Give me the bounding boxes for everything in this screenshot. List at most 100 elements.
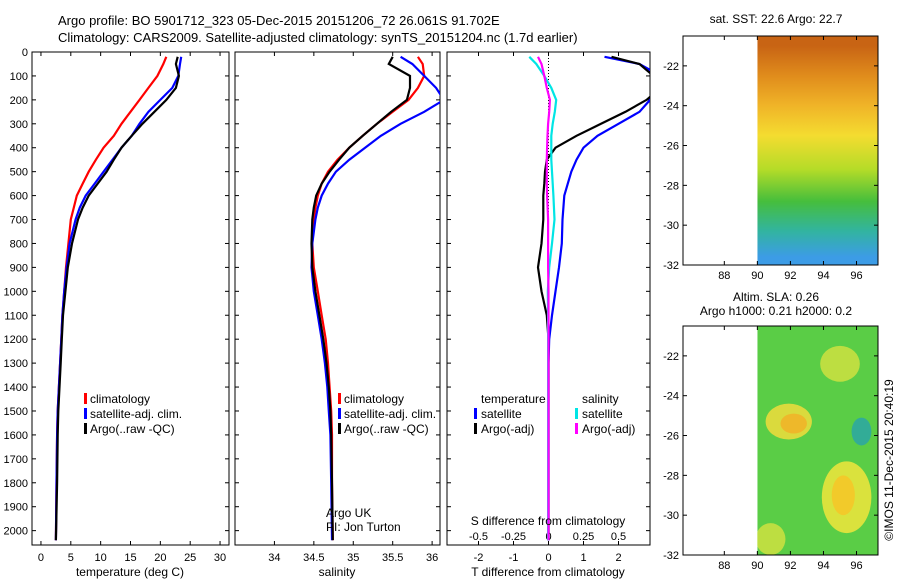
legend-label-t-argo: Argo(-adj) [481, 422, 534, 436]
legend-label-climatology: climatology [90, 392, 150, 406]
series-line-satellite-adj-clim- [310, 55, 440, 541]
depth-tick-label: 1600 [4, 430, 28, 442]
sla-anomaly [831, 475, 855, 516]
salinity-plot [310, 55, 440, 541]
legend-swatch-climatology [84, 393, 87, 404]
map-field [757, 326, 878, 555]
sla-map-axis: -22 -24 -26 -28 -30 -32 88 90 92 94 96 [663, 326, 878, 572]
depth-tick-label: 2000 [4, 526, 28, 538]
depth-tick-label: 1100 [4, 310, 28, 322]
legend-swatch-satellite [84, 408, 87, 419]
sla-anomaly [780, 413, 807, 434]
temperature-plot [54, 56, 183, 541]
x-tick-label: 35 [347, 552, 359, 564]
salinity-xlabel: salinity [319, 565, 356, 579]
lat-tick-label: -24 [663, 391, 679, 403]
lat-tick-label: -30 [663, 220, 679, 232]
salinity-legend: climatology satellite-adj. clim. Argo(..… [338, 392, 436, 436]
sst-map-axis: -22 -24 -26 -28 -30 -32 88 90 92 94 96 [663, 36, 878, 282]
depth-tick-label: 1700 [4, 454, 28, 466]
series-line-climatology [54, 56, 168, 541]
lon-tick-label: 92 [784, 270, 796, 282]
lat-tick-label: -26 [663, 431, 679, 443]
lat-tick-label: -32 [663, 550, 679, 562]
top-tick-label: -0.25 [501, 531, 526, 543]
x-tick-label: 0 [38, 552, 44, 564]
lat-tick-label: -22 [663, 351, 679, 363]
depth-tick-label: 1300 [4, 358, 28, 370]
x-tick-label: 30 [214, 552, 226, 564]
x-tick-label: 34 [268, 552, 280, 564]
series-line-argo-raw-qc- [54, 56, 181, 541]
legend-label-argo: Argo(..raw -QC) [90, 422, 175, 436]
temperature-axis: 0 5 10 15 20 25 30 [32, 51, 229, 564]
sla-anomaly [757, 523, 786, 555]
lat-tick-label: -24 [663, 101, 679, 113]
legend-swatch-satellite [338, 408, 341, 419]
lon-tick-label: 90 [751, 560, 763, 572]
x-tick-label: 15 [124, 552, 136, 564]
depth-tick-label: 400 [10, 143, 28, 155]
sst-field [757, 36, 878, 265]
sla-map-title: Altim. SLA: 0.26 [733, 290, 819, 304]
x-tick-label: 20 [154, 552, 166, 564]
sst-map [757, 36, 878, 265]
legend-swatch-s-satellite [575, 408, 578, 419]
lon-tick-label: 88 [718, 560, 730, 572]
difference-axis: -2 -1 0 1 2-0.5 -0.25 0 0.25 0.5 [447, 51, 650, 564]
depth-tick-label: 500 [10, 167, 28, 179]
legend-label-t-satellite: satellite [481, 407, 522, 421]
x-tick-label: 34.5 [303, 552, 324, 564]
x-tick-label: -2 [474, 552, 484, 564]
argo-uk-label: Argo UK [326, 506, 371, 520]
legend-label-s-satellite: satellite [582, 407, 623, 421]
pi-label: PI: Jon Turton [326, 520, 401, 534]
depth-tick-label: 1200 [4, 334, 28, 346]
depth-tick-label: 100 [10, 71, 28, 83]
lat-tick-label: -26 [663, 141, 679, 153]
temperature-panel-frame [31, 51, 230, 546]
sla-anomaly [851, 417, 872, 446]
series-line-t-argo-adj- [536, 55, 650, 541]
difference-legend: temperature salinity satellite Argo(-adj… [474, 392, 635, 436]
credit-label: ©IMOS 11-Dec-2015 20:40:19 [882, 379, 896, 541]
top-tick-label: 0.25 [573, 531, 594, 543]
legend-label-climatology: climatology [344, 392, 404, 406]
sla-map-subtitle: Argo h1000: 0.21 h2000: 0.2 [700, 304, 852, 318]
top-tick-label: 0.5 [611, 531, 626, 543]
x-tick-label: 0 [545, 552, 551, 564]
lon-tick-label: 88 [718, 270, 730, 282]
salinity-panel-frame [234, 51, 441, 546]
sla-map-frame [682, 325, 879, 556]
x-tick-label: -1 [509, 552, 519, 564]
x-tick-label: 25 [184, 552, 196, 564]
legend-swatch-t-satellite [474, 408, 477, 419]
lat-tick-label: -32 [663, 260, 679, 272]
depth-tick-label: 200 [10, 95, 28, 107]
depth-tick-label: 900 [10, 262, 28, 274]
x-tick-label: 5 [68, 552, 74, 564]
legend-swatch-argo [84, 423, 87, 434]
difference-plot [528, 55, 650, 541]
legend-label-s-argo: Argo(-adj) [582, 422, 635, 436]
legend-header-temperature: temperature [481, 392, 546, 406]
x-tick-label: 35.5 [382, 552, 403, 564]
depth-tick-label: 300 [10, 119, 28, 131]
legend-swatch-s-argo [575, 423, 578, 434]
lat-tick-label: -22 [663, 61, 679, 73]
lon-tick-label: 94 [817, 270, 829, 282]
x-tick-label: 2 [615, 552, 621, 564]
sst-map-frame [682, 35, 879, 266]
depth-axis-labels: 0 100 200 300 400 500 600 700 800 900 1000 1100 1200… [4, 47, 28, 538]
depth-tick-label: 700 [10, 215, 28, 227]
temperature-legend: climatology satellite-adj. clim. Argo(..… [84, 392, 182, 436]
lon-tick-label: 96 [850, 270, 862, 282]
legend-swatch-climatology [338, 393, 341, 404]
lat-tick-label: -30 [663, 510, 679, 522]
legend-swatch-argo [338, 423, 341, 434]
depth-tick-label: 1500 [4, 406, 28, 418]
header-line2: Climatology: CARS2009. Satellite-adjuste… [58, 30, 578, 45]
sla-map [757, 326, 878, 555]
temperature-xlabel: temperature (deg C) [76, 565, 184, 579]
